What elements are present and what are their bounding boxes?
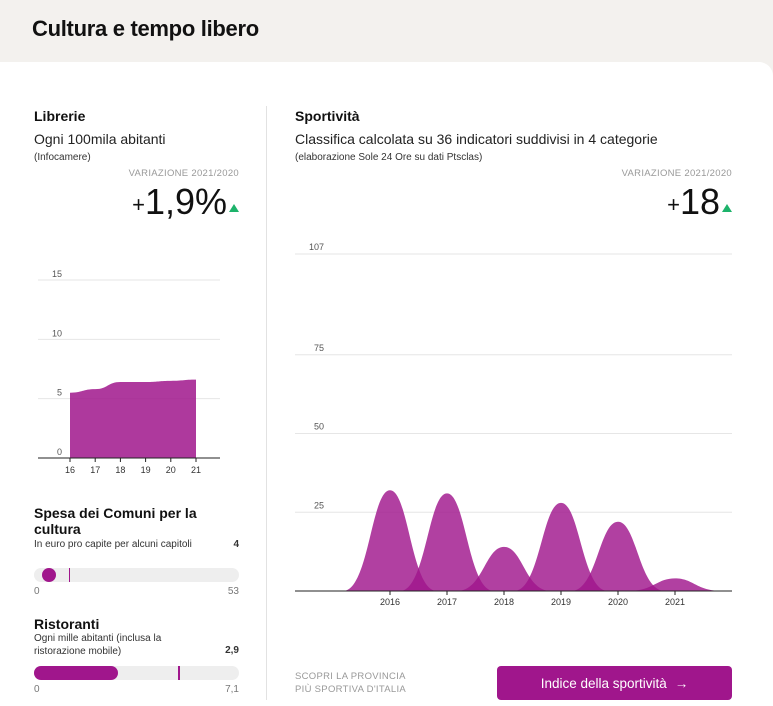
x-tick-label: 18 (115, 465, 125, 475)
spesa-max: 53 (227, 586, 239, 597)
librerie-subtitle: Ogni 100mila abitanti (34, 131, 166, 147)
spesa-value-dot (42, 568, 57, 582)
y-tick-label: 107 (309, 242, 324, 252)
spesa-reference-mark (68, 568, 71, 582)
y-tick-label: 50 (314, 422, 324, 432)
ristoranti-title: Ristoranti (34, 616, 100, 632)
x-tick-label: 2020 (608, 597, 628, 607)
cta-note-line2: PIÙ SPORTIVA D'ITALIA (295, 684, 407, 695)
librerie-variation: +1,9% (132, 184, 239, 220)
y-tick-label: 15 (52, 269, 62, 279)
header-band (0, 0, 773, 62)
y-tick-label: 10 (52, 328, 62, 338)
librerie-variation-label: VARIAZIONE 2021/2020 (128, 168, 239, 179)
y-tick-label: 0 (57, 447, 62, 457)
x-tick-label: 2021 (665, 597, 685, 607)
peak-2017 (400, 493, 494, 591)
ristoranti-reference-mark (178, 666, 180, 680)
x-tick-label: 19 (141, 465, 151, 475)
ristoranti-value: 2,9 (225, 645, 239, 656)
x-tick-label: 2017 (437, 597, 457, 607)
x-tick-label: 2019 (551, 597, 571, 607)
librerie-variation-value: 1,9% (144, 181, 227, 222)
ristoranti-bar-fill (34, 666, 118, 680)
librerie-source: (Infocamere) (34, 152, 91, 163)
trend-up-icon (229, 204, 239, 212)
spesa-min: 0 (34, 586, 40, 597)
sportivita-variation-sign: + (667, 192, 680, 217)
x-tick-label: 21 (191, 465, 201, 475)
y-tick-label: 75 (314, 343, 324, 353)
librerie-title: Librerie (34, 108, 86, 124)
cta-note: SCOPRI LA PROVINCIA PIÙ SPORTIVA D'ITALI… (295, 670, 406, 696)
librerie-area (70, 379, 196, 458)
page-title: Cultura e tempo libero (32, 16, 259, 41)
sportivita-variation-label: VARIAZIONE 2021/2020 (621, 168, 732, 179)
spesa-title: Spesa dei Comuni per la cultura (34, 505, 197, 537)
sportivita-variation: +18 (667, 184, 732, 220)
peak-2020 (571, 521, 665, 591)
column-divider (266, 106, 267, 700)
ristoranti-bar (34, 666, 239, 680)
spesa-value: 4 (233, 539, 239, 550)
peak-2021 (628, 578, 722, 591)
ristoranti-max: 7,1 (225, 684, 239, 695)
trend-up-icon (722, 204, 732, 212)
librerie-variation-sign: + (132, 192, 145, 217)
ristoranti-subtitle: Ogni mille abitanti (inclusa la ristoraz… (34, 633, 162, 657)
sportivita-source: (elaborazione Sole 24 Ore su dati Ptscla… (295, 152, 483, 163)
sportivita-variation-value: 18 (679, 181, 720, 222)
x-tick-label: 20 (166, 465, 176, 475)
sportivita-index-button[interactable]: Indice della sportività → (497, 666, 732, 700)
y-tick-label: 5 (57, 388, 62, 398)
librerie-chart: 0 5 10 15 16 17 18 19 20 21 (38, 269, 220, 475)
sportivita-index-button-label: Indice della sportività (540, 675, 667, 691)
arrow-right-icon: → (674, 675, 689, 691)
spesa-bar (34, 568, 239, 582)
sportivita-subtitle: Classifica calcolata su 36 indicatori su… (295, 131, 658, 147)
y-tick-label: 25 (314, 500, 324, 510)
ristoranti-min: 0 (34, 684, 40, 695)
sportivita-title: Sportività (295, 108, 360, 124)
x-tick-label: 17 (90, 465, 100, 475)
sportivita-chart: 25 50 75 107 2016 2017 2018 2019 2020 2021 (295, 242, 732, 607)
peak-2016 (343, 490, 437, 591)
peak-2019 (514, 502, 608, 591)
x-tick-label: 16 (65, 465, 75, 475)
cta-note-line1: SCOPRI LA PROVINCIA (295, 671, 406, 682)
peak-2018 (457, 546, 551, 591)
spesa-subtitle: In euro pro capite per alcuni capitoli (34, 539, 192, 550)
x-tick-label: 2016 (380, 597, 400, 607)
x-tick-label: 2018 (494, 597, 514, 607)
